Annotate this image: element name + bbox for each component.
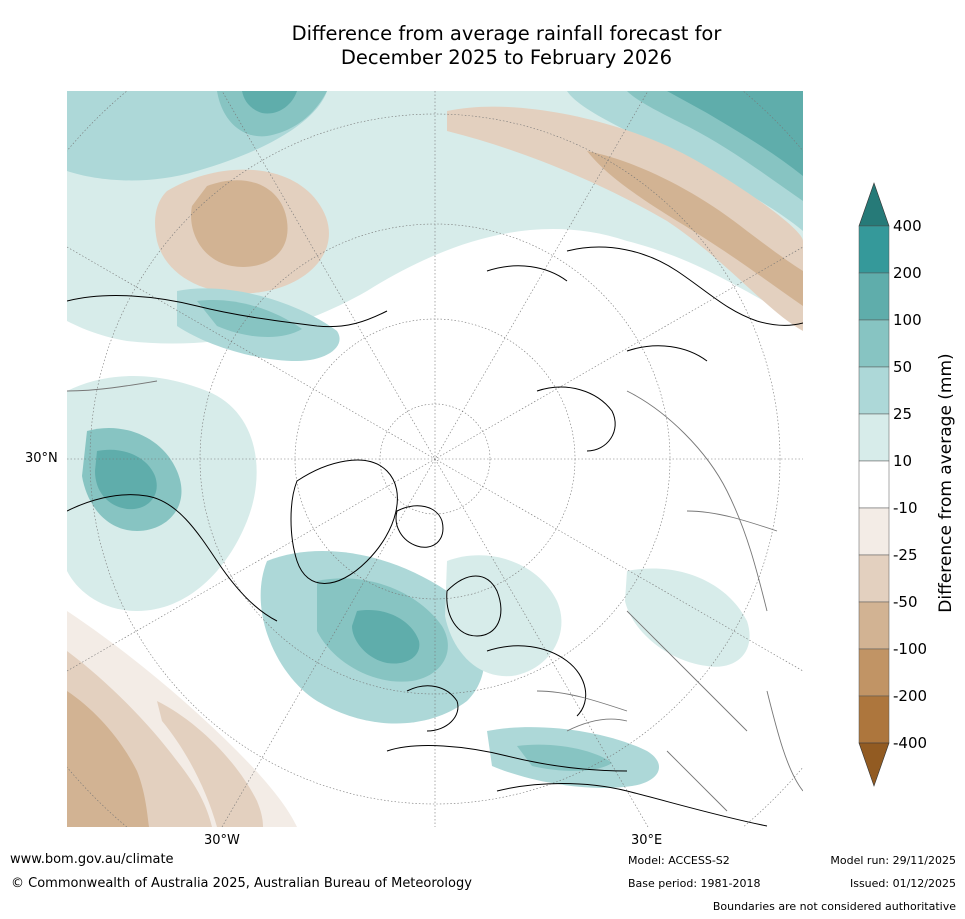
dry-region-atlantic-core — [67, 691, 149, 827]
wet-region-top-left-strong-2 — [242, 91, 297, 114]
title-line-1: Difference from average rainfall forecas… — [291, 22, 722, 45]
footer-model-run: Model run: 29/11/2025 — [830, 854, 956, 867]
colorbar-tick-label: 400 — [893, 217, 922, 235]
longitude-label-30w: 30°W — [204, 833, 240, 848]
title-line-2: December 2025 to February 2026 — [340, 46, 673, 69]
footer-copyright: © Commonwealth of Australia 2025, Austra… — [11, 876, 472, 891]
footer-issued: Issued: 01/12/2025 — [849, 877, 956, 890]
colorbar-bin — [858, 648, 890, 697]
colorbar-bin — [858, 413, 890, 462]
footer-disclaimer: Boundaries are not considered authoritat… — [712, 900, 956, 913]
colorbar-tick-label: 200 — [893, 264, 922, 282]
colorbar-tick-label: 100 — [893, 311, 922, 329]
colorbar-bin — [858, 601, 890, 650]
rainfall-map[interactable] — [67, 91, 803, 827]
colorbar-bin — [858, 460, 890, 509]
wet-region-scandinavia — [445, 555, 562, 677]
graticule — [67, 91, 803, 827]
wet-region-north-america-core-2 — [95, 449, 157, 510]
colorbar-extend-bottom — [858, 742, 890, 787]
footer-url[interactable]: www.bom.gov.au/climate — [10, 852, 174, 867]
colorbar-tick-label: -200 — [893, 687, 928, 705]
colorbar-tick-label: -400 — [893, 734, 928, 752]
colorbar-tick-label: -50 — [893, 593, 918, 611]
colorbar-title: Difference from average (mm) — [936, 353, 956, 613]
wet-region-east-europe — [625, 568, 750, 667]
country-borders — [67, 380, 803, 812]
dry-region-east-asia-core — [587, 151, 803, 306]
wet-region-north-atlantic-core-2 — [352, 610, 420, 664]
dry-region-pacific-core — [191, 180, 288, 267]
footer-base-period: Base period: 1981-2018 — [628, 877, 761, 890]
wet-region-top-left-strong — [217, 91, 327, 137]
dry-region-atlantic-2 — [157, 701, 263, 827]
colorbar-tick-label: -10 — [893, 499, 918, 517]
colorbar-tick-label: 50 — [893, 358, 913, 376]
colorbar: 400 200 100 50 25 10 -10 -25 -50 -100 -200 -400 — [855, 180, 965, 790]
colorbar-tick-label: 10 — [893, 452, 913, 470]
colorbar-extend-top — [858, 182, 890, 227]
colorbar-tick-label: -25 — [893, 546, 918, 564]
arctic-neutral — [255, 301, 615, 601]
wet-region-top-right-3 — [667, 91, 803, 176]
latitude-label-30n: 30°N — [25, 451, 58, 466]
colorbar-bin — [858, 507, 890, 556]
colorbar-graphic — [858, 182, 890, 787]
longitude-label-30e: 30°E — [631, 833, 663, 848]
colorbar-tick-label: 25 — [893, 405, 913, 423]
colorbar-bin — [858, 695, 890, 744]
wet-region-mediterranean-core — [517, 744, 612, 771]
colorbar-bin — [858, 225, 890, 274]
dry-region-east-asia — [447, 106, 803, 331]
coastlines — [67, 246, 803, 827]
wet-region-alaska-core — [197, 300, 302, 337]
map-title: Difference from average rainfall forecas… — [0, 22, 965, 70]
colorbar-bin — [858, 366, 890, 415]
colorbar-bin — [858, 319, 890, 368]
colorbar-bin — [858, 554, 890, 603]
colorbar-tick-label: -100 — [893, 640, 928, 658]
footer-model: Model: ACCESS-S2 — [628, 854, 730, 867]
map-canvas — [67, 91, 803, 827]
colorbar-bin — [858, 272, 890, 321]
